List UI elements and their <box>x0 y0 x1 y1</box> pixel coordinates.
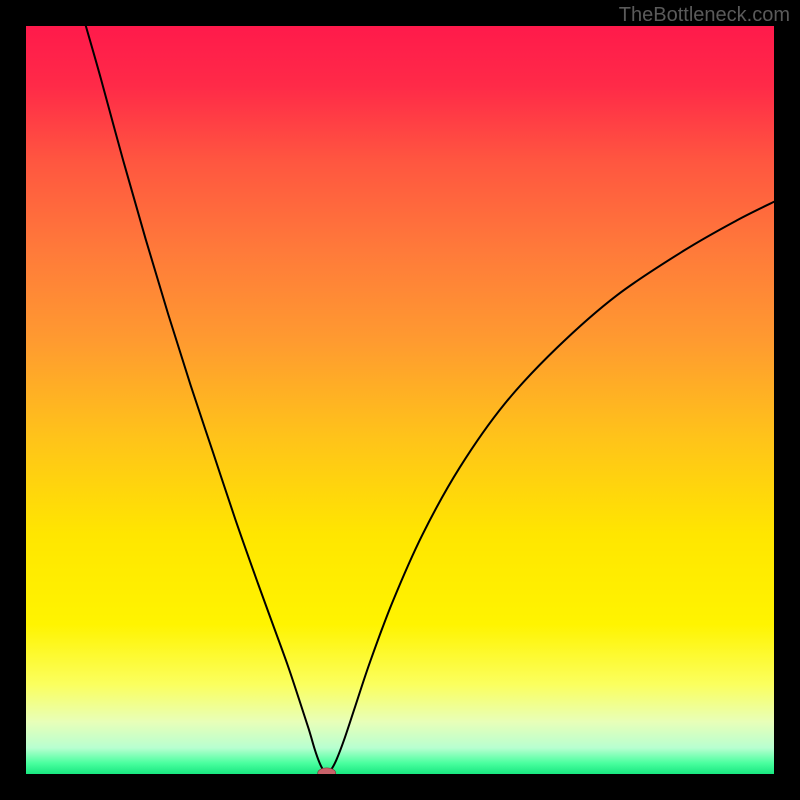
chart-frame: TheBottleneck.com <box>0 0 800 800</box>
plot-area <box>26 26 774 774</box>
plot-svg <box>26 26 774 774</box>
watermark-text: TheBottleneck.com <box>619 4 790 27</box>
